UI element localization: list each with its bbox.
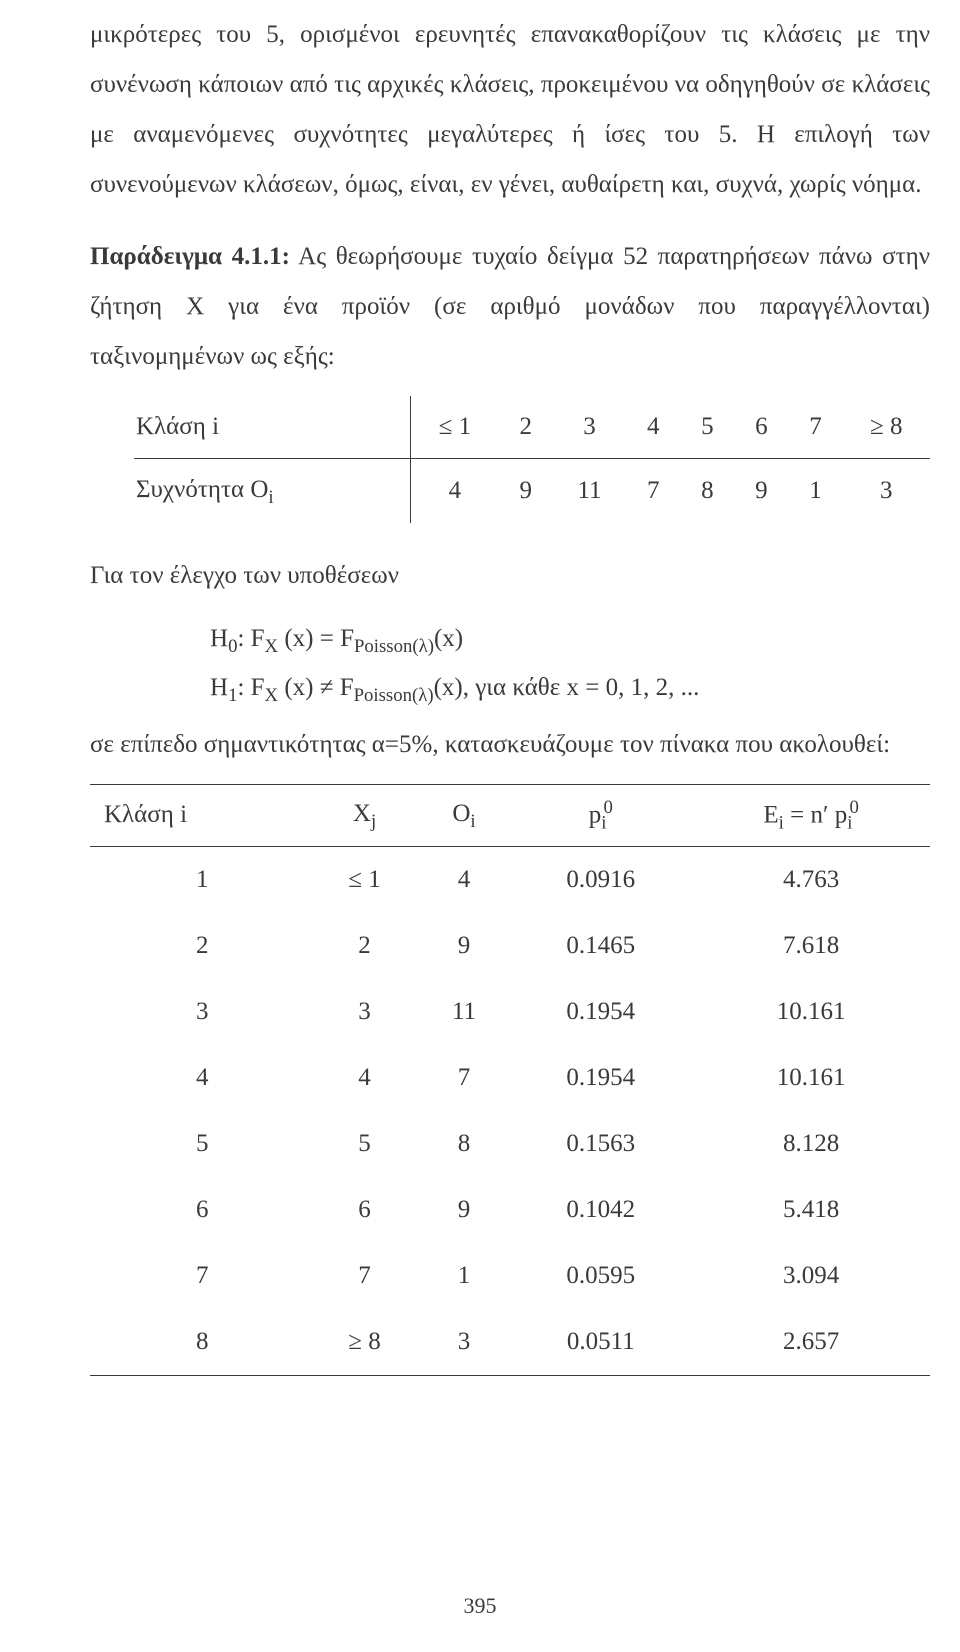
cell: 9 xyxy=(734,459,788,523)
cell: 7.618 xyxy=(692,913,930,979)
cell: 8.128 xyxy=(692,1111,930,1177)
table-row: 2 2 9 0.1465 7.618 xyxy=(90,913,930,979)
cell: 10.161 xyxy=(692,979,930,1045)
cell: 2.657 xyxy=(692,1309,930,1376)
cell: 1 xyxy=(788,459,842,523)
cell: 7 xyxy=(90,1243,310,1309)
cell: 6 xyxy=(734,396,788,459)
paragraph-intro: μικρότερες του 5, ορισμένοι ερευνητές επ… xyxy=(90,10,930,210)
cell: 4 xyxy=(626,396,680,459)
col-header-pi: pi0 xyxy=(509,784,692,846)
cell: 4 xyxy=(411,459,499,523)
cell: 8 xyxy=(419,1111,510,1177)
conclusion-text: σε επίπεδο σημαντικότητας α=5%, κατασκευ… xyxy=(90,720,930,770)
cell: 1 xyxy=(419,1243,510,1309)
cell: 11 xyxy=(419,979,510,1045)
cell: 8 xyxy=(680,459,734,523)
cell: 5 xyxy=(90,1111,310,1177)
cell: 2 xyxy=(499,396,553,459)
cell: 3 xyxy=(90,979,310,1045)
cell: 0.0595 xyxy=(509,1243,692,1309)
cell: 3 xyxy=(843,459,930,523)
cell: 11 xyxy=(553,459,626,523)
row-label-freq: Συχνότητα Oi xyxy=(134,459,411,523)
cell: 4.763 xyxy=(692,847,930,914)
cell: 6 xyxy=(90,1177,310,1243)
cell: 5 xyxy=(680,396,734,459)
example-label: Παράδειγμα 4.1.1: xyxy=(90,243,290,270)
hypothesis-h1: Η1: FX (x) ≠ FPoisson(λ)(x), για κάθε x … xyxy=(210,664,930,714)
col-header-class: Κλάση i xyxy=(90,784,310,846)
cell: 7 xyxy=(788,396,842,459)
table-row: 5 5 8 0.1563 8.128 xyxy=(90,1111,930,1177)
table-row: 4 4 7 0.1954 10.161 xyxy=(90,1045,930,1111)
table-row: 8 ≥ 8 3 0.0511 2.657 xyxy=(90,1309,930,1376)
page-number: 395 xyxy=(0,1584,960,1628)
table-row: 3 3 11 0.1954 10.161 xyxy=(90,979,930,1045)
cell: 0.1954 xyxy=(509,1045,692,1111)
cell: ≥ 8 xyxy=(310,1309,418,1376)
hypothesis-h0: Η0: FX (x) = FPoisson(λ)(x) xyxy=(210,615,930,665)
cell: 0.1465 xyxy=(509,913,692,979)
cell: 9 xyxy=(419,1177,510,1243)
table-row: 6 6 9 0.1042 5.418 xyxy=(90,1177,930,1243)
table-classes-wrap: Κλάση i ≤ 1 2 3 4 5 6 7 ≥ 8 Συχνότητα Oi… xyxy=(134,396,930,523)
cell: ≥ 8 xyxy=(843,396,930,459)
cell: 0.1042 xyxy=(509,1177,692,1243)
cell: 1 xyxy=(90,847,310,914)
table-row: 7 7 1 0.0595 3.094 xyxy=(90,1243,930,1309)
cell: 6 xyxy=(310,1177,418,1243)
cell: 10.161 xyxy=(692,1045,930,1111)
cell: 3 xyxy=(419,1309,510,1376)
cell: ≤ 1 xyxy=(310,847,418,914)
table-row: Κλάση i ≤ 1 2 3 4 5 6 7 ≥ 8 xyxy=(134,396,930,459)
hypotheses-intro: Για τον έλεγχο των υποθέσεων xyxy=(90,551,930,601)
cell: 9 xyxy=(419,913,510,979)
col-header-oi: Oi xyxy=(419,784,510,846)
cell: 2 xyxy=(310,913,418,979)
cell: 4 xyxy=(310,1045,418,1111)
table-classes: Κλάση i ≤ 1 2 3 4 5 6 7 ≥ 8 Συχνότητα Oi… xyxy=(134,396,930,523)
cell: 8 xyxy=(90,1309,310,1376)
cell: 7 xyxy=(419,1045,510,1111)
cell: 5.418 xyxy=(692,1177,930,1243)
cell: 4 xyxy=(90,1045,310,1111)
col-header-ei: Ei = n′ pi0 xyxy=(692,784,930,846)
cell: 9 xyxy=(499,459,553,523)
cell: 3 xyxy=(310,979,418,1045)
table-header-row: Κλάση i Xj Oi pi0 Ei = n′ pi0 xyxy=(90,784,930,846)
cell: 0.0511 xyxy=(509,1309,692,1376)
cell: 0.1954 xyxy=(509,979,692,1045)
cell: 0.1563 xyxy=(509,1111,692,1177)
cell: ≤ 1 xyxy=(411,396,499,459)
cell: 3.094 xyxy=(692,1243,930,1309)
cell: 3 xyxy=(553,396,626,459)
cell: 4 xyxy=(419,847,510,914)
cell: 2 xyxy=(90,913,310,979)
page: μικρότερες του 5, ορισμένοι ερευνητές επ… xyxy=(0,0,960,1652)
table-row: 1 ≤ 1 4 0.0916 4.763 xyxy=(90,847,930,914)
table-row: Συχνότητα Oi 4 9 11 7 8 9 1 3 xyxy=(134,459,930,523)
table-computation: Κλάση i Xj Oi pi0 Ei = n′ pi0 1 ≤ 1 4 0.… xyxy=(90,784,930,1376)
row-label-class: Κλάση i xyxy=(134,396,411,459)
cell: 7 xyxy=(626,459,680,523)
cell: 5 xyxy=(310,1111,418,1177)
cell: 7 xyxy=(310,1243,418,1309)
example-paragraph: Παράδειγμα 4.1.1: Ας θεωρήσουμε τυχαίο δ… xyxy=(90,232,930,382)
col-header-xj: Xj xyxy=(310,784,418,846)
cell: 0.0916 xyxy=(509,847,692,914)
